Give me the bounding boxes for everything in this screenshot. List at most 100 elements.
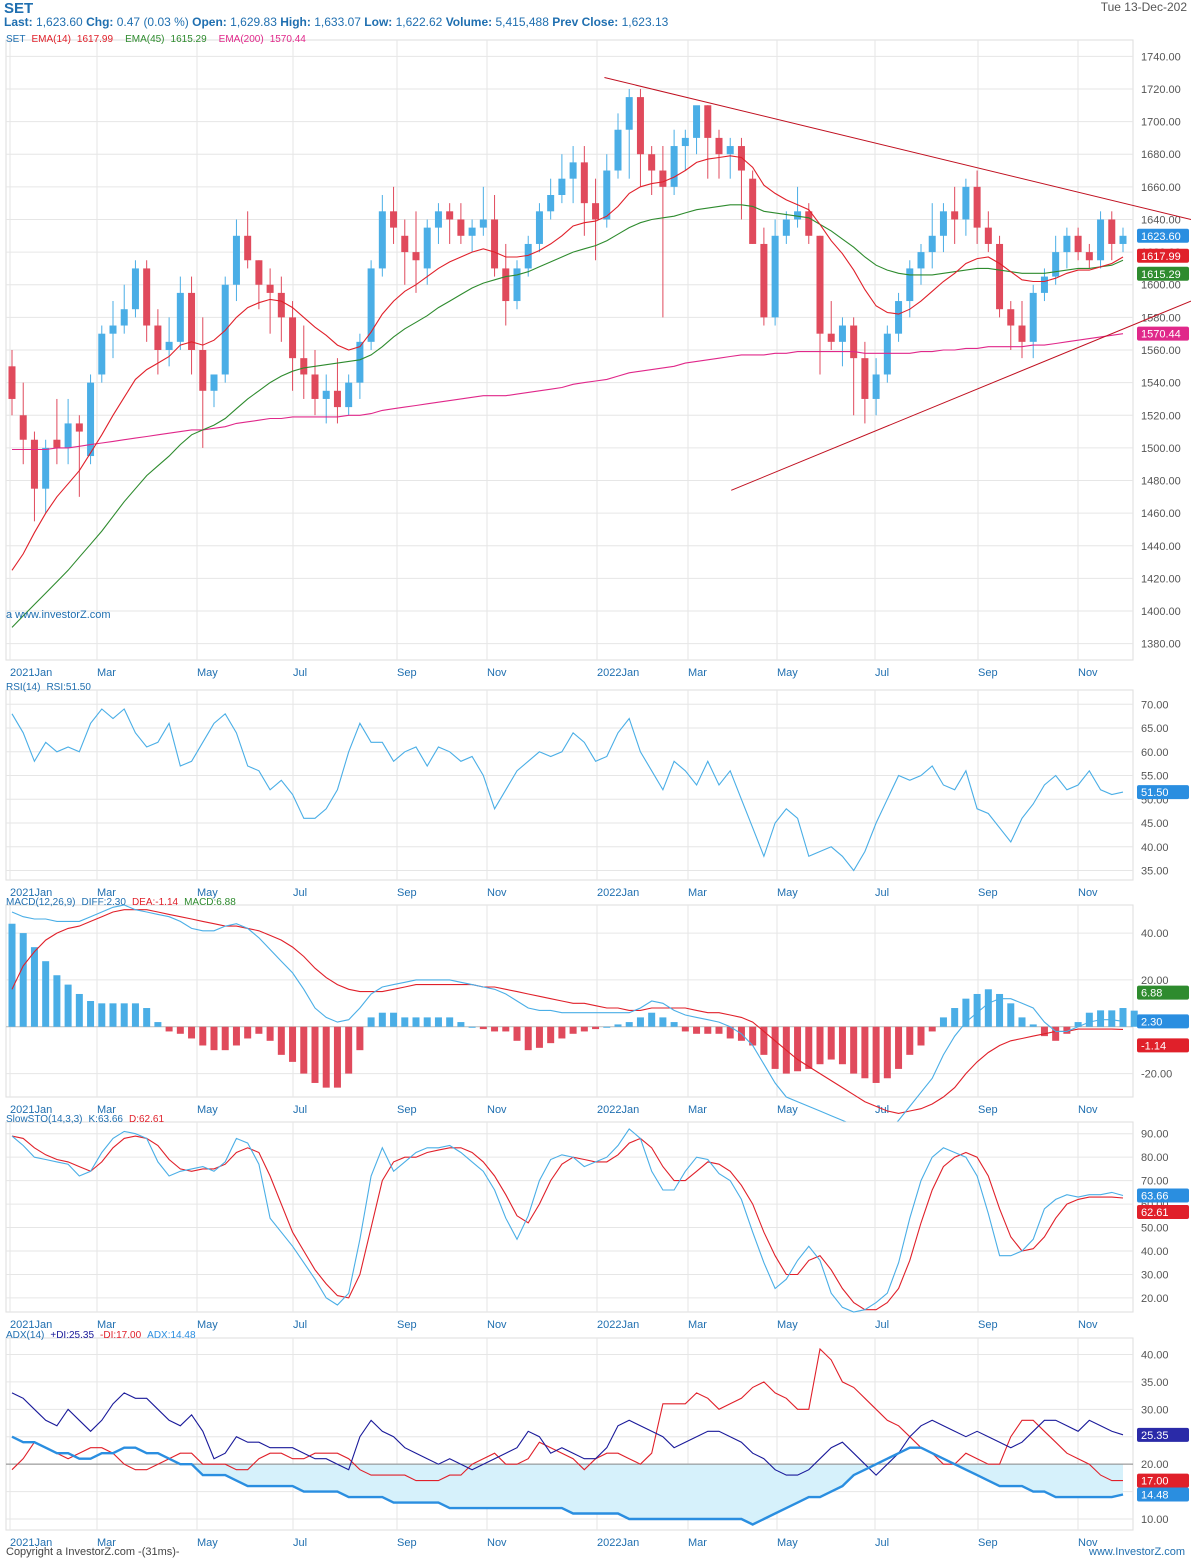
macd-bar — [109, 1003, 117, 1027]
macd-bar — [558, 1026, 566, 1039]
x-tick-label: Nov — [1078, 887, 1098, 899]
sto-k-line — [11, 1128, 1124, 1313]
x-tick-label: May — [197, 887, 218, 899]
candle-body — [109, 325, 117, 334]
x-tick-label: Nov — [487, 1319, 507, 1331]
macd-bar — [154, 1022, 162, 1027]
macd-bar — [446, 1017, 454, 1027]
candle-body — [569, 162, 577, 179]
candle-body — [580, 162, 588, 204]
y-tick-label: 1720.00 — [1141, 84, 1181, 96]
macd-bar — [333, 1026, 341, 1088]
y-tick-label: 45.00 — [1141, 818, 1169, 830]
candle-body — [367, 268, 375, 342]
y-tick-label: 1700.00 — [1141, 117, 1181, 129]
candle-body — [524, 243, 532, 269]
x-tick-label: May — [197, 1319, 218, 1331]
macd-bar — [895, 1026, 903, 1069]
candle-body — [670, 146, 678, 187]
mdi-line — [11, 1347, 1123, 1482]
x-tick-label: Nov — [1078, 667, 1098, 679]
macd-bar — [356, 1026, 364, 1051]
candle-body — [300, 358, 308, 375]
mdi-tag: 17.00 — [1141, 1476, 1169, 1488]
candle-body — [1074, 235, 1082, 253]
legend-rsi-name: RSI(14) — [6, 682, 41, 693]
macd-bar — [232, 1026, 240, 1046]
x-tick-label: Jul — [293, 887, 307, 899]
candle-body — [277, 292, 285, 318]
macd-bar — [8, 923, 16, 1027]
y-tick-label: 40.00 — [1141, 1349, 1169, 1361]
macd-bar — [715, 1026, 723, 1034]
macd-bar — [659, 1017, 667, 1027]
prev-close-value: 1,623.13 — [621, 15, 669, 29]
macd-bar — [1108, 1010, 1116, 1027]
y-tick-label: 65.00 — [1141, 723, 1169, 735]
macd-bar — [883, 1026, 891, 1079]
macd-bar — [524, 1026, 532, 1051]
candle-body — [636, 97, 644, 155]
x-tick-label: Mar — [97, 1319, 116, 1331]
x-tick-label: Mar — [688, 1537, 707, 1549]
macd-bar — [30, 947, 38, 1027]
dea-line — [11, 909, 1124, 1114]
candle-body — [1085, 252, 1093, 261]
candle-body — [8, 366, 16, 399]
ema14-tag: 1617.99 — [1141, 251, 1181, 263]
legend-dea: DEA:-1.14 — [131, 897, 179, 908]
candle-body — [737, 146, 745, 171]
x-tick-label: May — [197, 1104, 218, 1116]
price-legend: SET EMA(14) 1617.99 EMA(45) 1615.29 EMA(200) 1… — [6, 34, 318, 45]
x-tick-label: Nov — [487, 887, 507, 899]
macd-bar — [513, 1026, 521, 1041]
chg-label: Chg: — [86, 15, 114, 29]
y-tick-label: 55.00 — [1141, 771, 1169, 783]
candle-body — [412, 252, 420, 261]
y-tick-label: 1400.00 — [1141, 606, 1181, 618]
legend-adx-name: ADX(14) — [6, 1330, 45, 1341]
y-tick-label: 1600.00 — [1141, 280, 1181, 292]
macd-bar — [1119, 1008, 1127, 1027]
y-tick-label: 60.00 — [1141, 747, 1169, 759]
ema14-tag-bg — [1137, 248, 1189, 263]
macd-bar — [165, 1026, 173, 1032]
candle-body — [827, 333, 835, 342]
macd-bar — [502, 1026, 510, 1032]
candle-body — [816, 235, 824, 334]
macd-bar — [861, 1026, 869, 1079]
dea-tag: -1.14 — [1141, 1040, 1166, 1052]
diff-line — [11, 904, 1124, 1136]
x-tick-label: Nov — [487, 1537, 507, 1549]
x-tick-label: Sep — [978, 667, 998, 679]
candle-body — [513, 268, 521, 302]
macd-bar — [53, 975, 61, 1027]
pane-bg-1 — [5, 689, 1134, 881]
candle-body — [289, 317, 297, 359]
macd-bar — [906, 1026, 914, 1055]
macd-bar — [704, 1026, 712, 1034]
macd-bar — [457, 1022, 465, 1027]
low-value: 1,622.62 — [395, 15, 443, 29]
macd-bar — [277, 1026, 285, 1055]
sto-legend: SlowSTO(14,3,3) K:63.66 D:62.61 — [6, 1114, 170, 1125]
candle-body — [19, 415, 27, 440]
candle-body — [356, 341, 364, 383]
macd-bar — [266, 1026, 274, 1041]
x-tick-label: Mar — [97, 1537, 116, 1549]
x-tick-label: Jul — [875, 1319, 889, 1331]
site-link[interactable]: www.InvestorZ.com — [1089, 1546, 1185, 1558]
macd-bar — [1052, 1026, 1060, 1041]
macd-bar — [1085, 1012, 1093, 1027]
x-tick-label: Jul — [875, 1537, 889, 1549]
pane-bg-2 — [5, 904, 1134, 1098]
legend-macd: MACD:6.88 — [184, 897, 236, 908]
x-tick-label: 2021Jan — [10, 1537, 52, 1549]
macd-bar — [636, 1017, 644, 1027]
candle-body — [603, 170, 611, 220]
ema45-tag: 1615.29 — [1141, 269, 1181, 281]
macd-bar — [794, 1026, 802, 1072]
candle-body — [390, 211, 398, 228]
x-tick-label: May — [777, 1537, 798, 1549]
y-tick-label: 50.00 — [1141, 1223, 1169, 1235]
